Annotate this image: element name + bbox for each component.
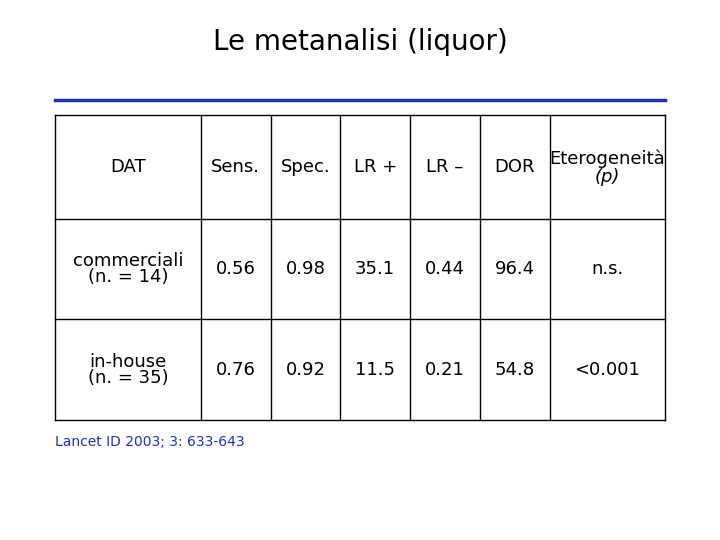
Text: 0.76: 0.76: [216, 361, 256, 379]
Text: DOR: DOR: [495, 158, 535, 176]
Text: 0.21: 0.21: [425, 361, 465, 379]
Text: commerciali: commerciali: [73, 252, 183, 270]
Text: LR +: LR +: [354, 158, 397, 176]
Text: LR –: LR –: [426, 158, 464, 176]
Text: 96.4: 96.4: [495, 260, 535, 278]
Text: (n. = 14): (n. = 14): [88, 268, 168, 286]
Text: 0.92: 0.92: [285, 361, 325, 379]
Text: <0.001: <0.001: [575, 361, 640, 379]
Text: n.s.: n.s.: [591, 260, 624, 278]
Text: Spec.: Spec.: [281, 158, 330, 176]
Text: Le metanalisi (liquor): Le metanalisi (liquor): [212, 28, 508, 56]
Text: 35.1: 35.1: [355, 260, 395, 278]
Text: 0.44: 0.44: [425, 260, 465, 278]
Text: DAT: DAT: [110, 158, 145, 176]
Text: (n. = 35): (n. = 35): [88, 369, 168, 387]
Text: 0.98: 0.98: [286, 260, 325, 278]
Text: Sens.: Sens.: [211, 158, 260, 176]
Text: Eterogeneità: Eterogeneità: [549, 150, 665, 168]
Text: Lancet ID 2003; 3: 633-643: Lancet ID 2003; 3: 633-643: [55, 435, 245, 449]
Text: in-house: in-house: [89, 353, 166, 370]
Text: 0.56: 0.56: [216, 260, 256, 278]
Text: 54.8: 54.8: [495, 361, 535, 379]
Text: 11.5: 11.5: [355, 361, 395, 379]
Text: (p): (p): [595, 168, 620, 186]
